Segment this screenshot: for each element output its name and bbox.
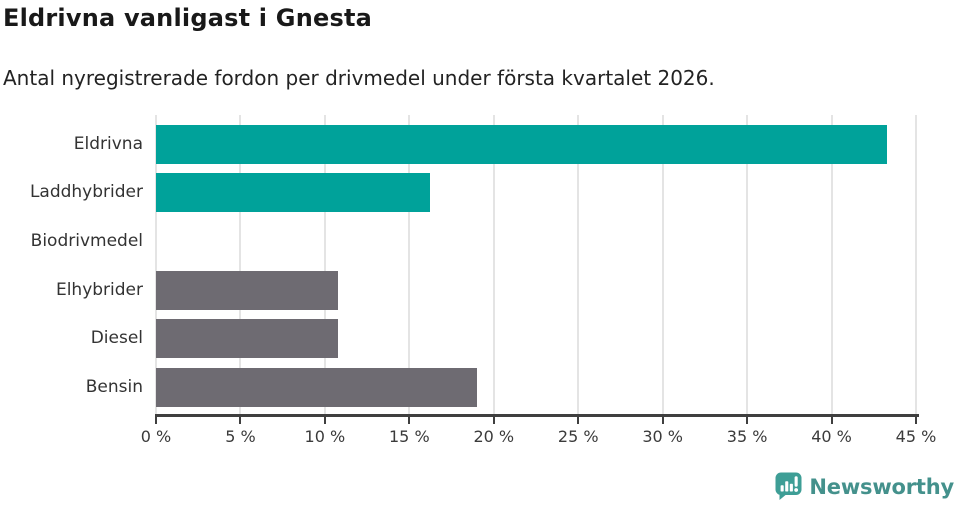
category-label-elhybrider: Elhybrider	[55, 279, 143, 300]
x-axis-tick-label-0: 0 %	[140, 427, 172, 446]
gridline-35	[746, 115, 749, 414]
category-label-diesel: Diesel	[90, 328, 143, 349]
chart-subtitle: Antal nyregistrerade fordon per drivmede…	[3, 66, 715, 90]
x-axis-tick-0	[155, 417, 157, 424]
x-axis-tick-30	[661, 417, 664, 424]
gridline-15	[408, 115, 411, 414]
bar-laddhybrider	[156, 173, 430, 213]
x-axis-tick-35	[746, 417, 749, 424]
bar-elhybrider	[156, 270, 339, 310]
newsworthy-bar-chart-bubble-icon	[775, 472, 802, 501]
x-axis-tick-label-5: 5 %	[225, 427, 256, 446]
gridline-20	[492, 115, 495, 414]
x-axis-tick-15	[408, 417, 411, 424]
x-axis-tick-label-25: 25 %	[557, 427, 599, 446]
gridline-25	[577, 115, 580, 414]
gridline-0	[155, 115, 157, 414]
newsworthy-logo-text: Newsworthy	[809, 474, 954, 499]
gridline-10	[323, 115, 326, 414]
category-label-biodrivmedel: Biodrivmedel	[30, 230, 143, 251]
x-axis-tick-20	[492, 417, 495, 424]
x-axis-tick-label-15: 15 %	[389, 427, 430, 446]
category-label-bensin: Bensin	[85, 377, 143, 397]
bar-chart-plot: Eldrivna Laddhybrider Biodrivmedel Elhybrid…	[0, 115, 960, 460]
category-label-eldrivna: Eldrivna	[73, 133, 143, 154]
gridline-30	[661, 115, 664, 414]
x-axis-tick-5	[239, 417, 242, 424]
gridline-40	[830, 115, 833, 414]
gridline-45	[915, 115, 917, 414]
x-axis-tick-45	[915, 417, 917, 424]
x-axis-tick-label-30: 30 %	[642, 427, 683, 446]
bar-bensin	[156, 368, 477, 407]
x-axis-tick-label-20: 20 %	[473, 427, 515, 446]
x-axis-tick-label-45: 45 %	[895, 427, 937, 446]
x-axis-tick-40	[830, 417, 833, 424]
x-axis-tick-label-35: 35 %	[726, 427, 768, 446]
gridline-5	[239, 115, 242, 414]
newsworthy-logo: Newsworthy	[775, 472, 954, 501]
chart-title: Eldrivna vanligast i Gnesta	[3, 4, 373, 32]
bar-diesel	[156, 319, 339, 359]
x-axis-tick-label-10: 10 %	[304, 427, 346, 446]
x-axis-tick-25	[577, 417, 580, 424]
bar-eldrivna	[156, 124, 888, 164]
category-label-laddhybrider: Laddhybrider	[29, 182, 143, 203]
x-axis-tick-label-40: 40 %	[811, 427, 852, 446]
x-axis-line	[155, 414, 919, 417]
x-axis-tick-10	[323, 417, 326, 424]
